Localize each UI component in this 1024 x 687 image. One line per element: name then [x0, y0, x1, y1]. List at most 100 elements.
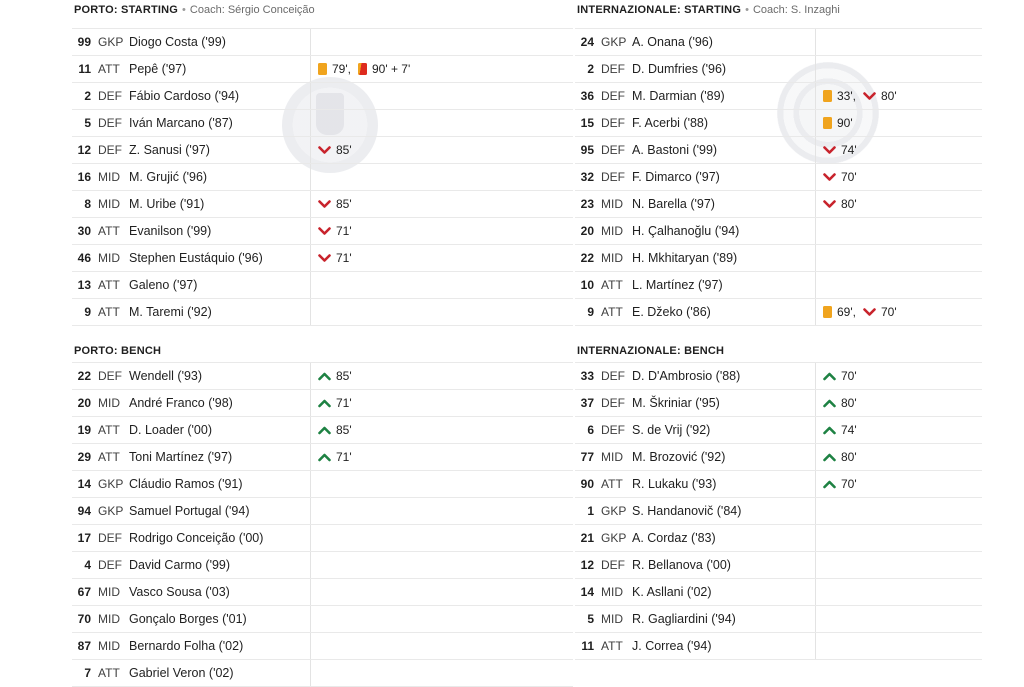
- event-time: 90' + 7': [371, 62, 411, 76]
- yellow-card-icon: [823, 306, 832, 318]
- player-events: [310, 606, 573, 632]
- player-position: GKP: [98, 35, 124, 49]
- player-name: D. Loader ('00): [129, 423, 212, 437]
- player-name: Wendell ('93): [129, 369, 203, 383]
- player-name: A. Onana ('96): [632, 35, 713, 49]
- player-number: 19: [77, 423, 91, 437]
- player-row: 30 ATT Evanilson ('99) 71': [72, 218, 573, 245]
- player-info: 13 ATT Galeno ('97): [72, 272, 310, 298]
- player-row: 90 ATT R. Lukaku ('93) 70': [575, 471, 982, 498]
- player-row: 77 MID M. Brozović ('92) 80': [575, 444, 982, 471]
- player-row: 94 GKP Samuel Portugal ('94): [72, 498, 573, 525]
- player-row: 24 GKP A. Onana ('96): [575, 29, 982, 56]
- event-time: 70': [841, 170, 857, 184]
- player-number: 7: [84, 666, 91, 680]
- player-info: 77 MID M. Brozović ('92): [575, 444, 815, 470]
- inter-bench-header: INTERNAZIONALE: BENCH: [575, 340, 982, 362]
- player-name: Iván Marcano ('87): [129, 116, 233, 130]
- player-events: 85': [310, 191, 573, 217]
- player-events: [815, 218, 982, 244]
- player-row: 33 DEF D. D'Ambrosio ('88) 70': [575, 363, 982, 390]
- player-position: ATT: [601, 477, 623, 491]
- event-time: 80': [880, 89, 897, 103]
- player-name: A. Bastoni ('99): [632, 143, 718, 157]
- player-name: H. Çalhanoğlu ('94): [632, 224, 740, 238]
- player-name: David Carmo ('99): [129, 558, 231, 572]
- player-position: DEF: [98, 558, 122, 572]
- player-name: R. Gagliardini ('94): [632, 612, 736, 626]
- player-position: GKP: [98, 477, 124, 491]
- player-number: 99: [77, 35, 91, 49]
- player-position: MID: [601, 612, 623, 626]
- event-time: 90': [837, 116, 853, 130]
- player-position: MID: [98, 170, 120, 184]
- player-position: MID: [601, 450, 623, 464]
- player-name: M. Brozović ('92): [632, 450, 726, 464]
- event-separator: ,: [347, 62, 351, 76]
- player-events: [310, 110, 573, 136]
- player-info: 5 DEF Iván Marcano ('87): [72, 110, 310, 136]
- player-events: 71': [310, 218, 573, 244]
- player-position: DEF: [601, 62, 625, 76]
- player-events: [310, 29, 573, 55]
- sub-in-icon: [823, 453, 836, 462]
- player-events: 71': [310, 444, 573, 470]
- player-position: ATT: [98, 62, 120, 76]
- player-number: 33: [580, 369, 594, 383]
- player-number: 9: [587, 305, 594, 319]
- player-row: 22 DEF Wendell ('93) 85': [72, 363, 573, 390]
- player-row: 5 DEF Iván Marcano ('87): [72, 110, 573, 137]
- player-position: ATT: [601, 278, 623, 292]
- player-position: GKP: [601, 504, 627, 518]
- player-info: 24 GKP A. Onana ('96): [575, 29, 815, 55]
- player-position: GKP: [601, 531, 627, 545]
- player-name: D. D'Ambrosio ('88): [632, 369, 741, 383]
- player-row: 70 MID Gonçalo Borges ('01): [72, 606, 573, 633]
- player-events: 80': [815, 390, 982, 416]
- player-events: [815, 245, 982, 271]
- player-info: 12 DEF Z. Sanusi ('97): [72, 137, 310, 163]
- yellow-card-icon: [318, 63, 327, 75]
- player-number: 11: [581, 639, 594, 653]
- player-name: M. Uribe ('91): [129, 197, 205, 211]
- player-row: 2 DEF Fábio Cardoso ('94): [72, 83, 573, 110]
- event-time: 85': [336, 143, 352, 157]
- sub-in-icon: [318, 453, 331, 462]
- player-row: 13 ATT Galeno ('97): [72, 272, 573, 299]
- player-number: 94: [77, 504, 91, 518]
- player-info: 9 ATT M. Taremi ('92): [72, 299, 310, 325]
- event-time: 71': [336, 251, 352, 265]
- player-number: 29: [77, 450, 91, 464]
- player-name: Gonçalo Borges ('01): [129, 612, 247, 626]
- player-info: 17 DEF Rodrigo Conceição ('00): [72, 525, 310, 551]
- player-position: ATT: [601, 305, 623, 319]
- player-events: [815, 633, 982, 659]
- player-number: 32: [580, 170, 594, 184]
- player-info: 30 ATT Evanilson ('99): [72, 218, 310, 244]
- player-info: 11 ATT Pepê ('97): [72, 56, 310, 82]
- player-info: 22 DEF Wendell ('93): [72, 363, 310, 389]
- player-name: D. Dumfries ('96): [632, 62, 727, 76]
- player-row: 1 GKP S. Handanovič ('84): [575, 498, 982, 525]
- second-yellow-card-icon: [357, 63, 367, 75]
- player-position: MID: [98, 251, 120, 265]
- player-info: 32 DEF F. Dimarco ('97): [575, 164, 815, 190]
- player-row: 22 MID H. Mkhitaryan ('89): [575, 245, 982, 272]
- player-name: Bernardo Folha ('02): [129, 639, 244, 653]
- player-info: 33 DEF D. D'Ambrosio ('88): [575, 363, 815, 389]
- player-info: 95 DEF A. Bastoni ('99): [575, 137, 815, 163]
- player-events: 33', 80': [815, 83, 982, 109]
- player-row: 17 DEF Rodrigo Conceição ('00): [72, 525, 573, 552]
- player-position: MID: [98, 585, 120, 599]
- sub-out-icon: [863, 307, 876, 317]
- player-name: H. Mkhitaryan ('89): [632, 251, 738, 265]
- sub-in-icon: [318, 399, 331, 408]
- player-events: [815, 56, 982, 82]
- player-number: 12: [77, 143, 91, 157]
- coach-text: Coach: S. Inzaghi: [752, 4, 840, 16]
- player-row: 46 MID Stephen Eustáquio ('96) 71': [72, 245, 573, 272]
- player-events: 71': [310, 245, 573, 271]
- player-position: DEF: [601, 396, 625, 410]
- event-separator: ,: [852, 305, 856, 319]
- event-time: 71': [336, 224, 352, 238]
